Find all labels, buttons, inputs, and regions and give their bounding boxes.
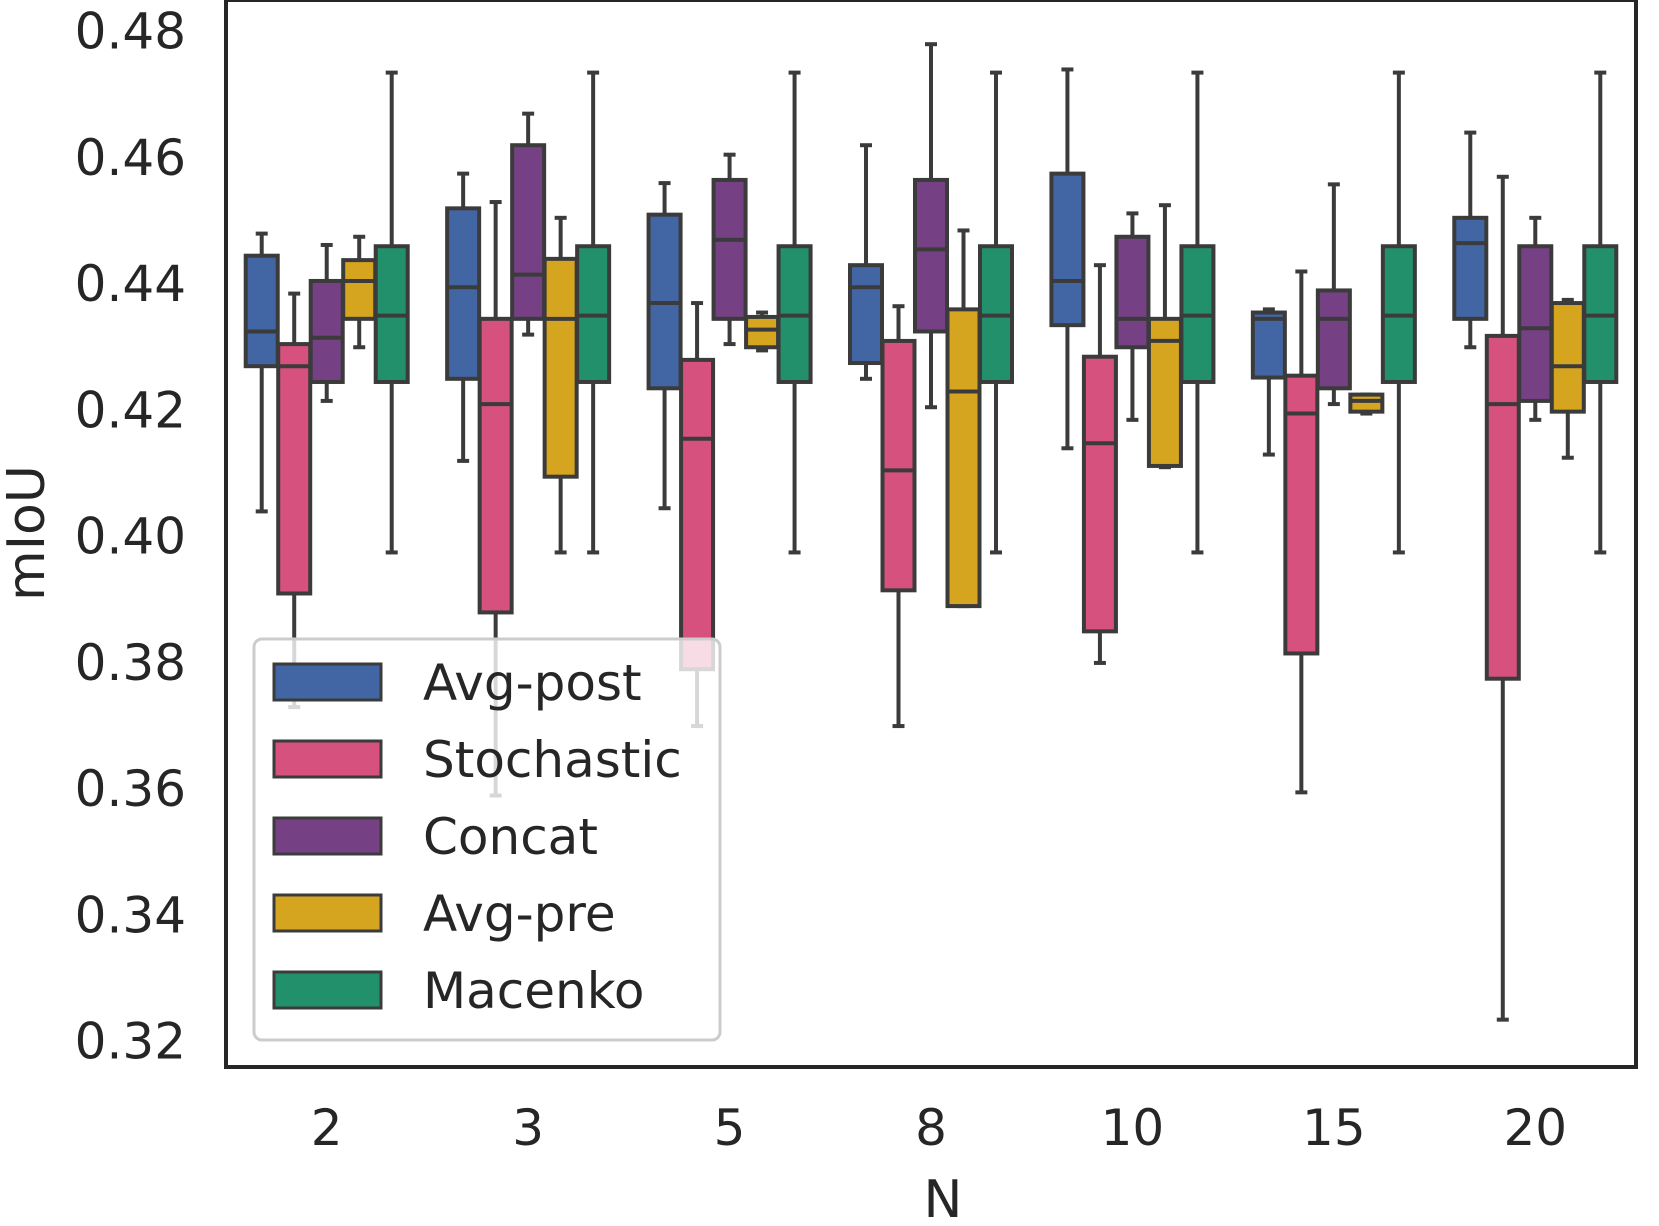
legend-label: Avg-pre (423, 885, 616, 943)
box-avg-post (1452, 215, 1489, 321)
box-group (1250, 70, 1417, 795)
box-group (1049, 67, 1216, 665)
legend-item[interactable]: Avg-pre (272, 885, 616, 943)
x-tick-label: 10 (1101, 1099, 1165, 1157)
legend-label: Avg-post (423, 654, 642, 712)
box-avg-pre (1146, 316, 1183, 468)
y-axis-ticks: 0.32 0.34 0.36 0.38 0.40 0.42 0.44 0.46 0.48 (75, 3, 186, 1071)
box-concat (1315, 288, 1352, 391)
box-group (445, 70, 612, 798)
legend-item[interactable]: Concat (272, 808, 598, 866)
y-axis-label: mIoU (0, 465, 57, 601)
box-avg-post (445, 206, 482, 381)
x-tick-label: 8 (915, 1099, 947, 1157)
box-group (646, 70, 813, 729)
legend-label: Macenko (423, 962, 644, 1020)
x-tick-label: 20 (1503, 1099, 1567, 1157)
y-tick-label: 0.40 (75, 508, 186, 566)
legend-item[interactable]: Stochastic (272, 731, 682, 789)
x-tick-label: 5 (714, 1099, 746, 1157)
box-concat (711, 177, 748, 321)
legend-swatch (272, 739, 383, 779)
legend[interactable]: Avg-post Stochastic Concat Avg-pre Macenko (252, 637, 722, 1042)
y-tick-label: 0.34 (75, 886, 186, 944)
x-axis-ticks: 2 3 5 8 10 15 20 (311, 1099, 1567, 1157)
y-tick-label: 0.42 (75, 381, 186, 439)
legend-item[interactable]: Macenko (272, 962, 644, 1020)
box-stochastic (880, 338, 917, 593)
legend-swatch (272, 893, 383, 933)
box-avg-post (1250, 310, 1287, 380)
box-stochastic (477, 316, 514, 615)
box-groups (243, 42, 1619, 1022)
box-stochastic (679, 357, 716, 672)
y-tick-label: 0.32 (75, 1013, 186, 1071)
box-concat (1114, 234, 1151, 350)
box-stochastic (1283, 373, 1320, 656)
box-avg-pre (1348, 392, 1385, 414)
box-stochastic (276, 342, 313, 596)
box-concat (308, 278, 345, 384)
legend-label: Stochastic (423, 731, 682, 789)
legend-item[interactable]: Avg-post (272, 654, 642, 712)
box-group (848, 42, 1014, 729)
y-tick-label: 0.38 (75, 634, 186, 692)
box-avg-pre (945, 307, 982, 609)
x-tick-label: 2 (311, 1099, 343, 1157)
y-tick-label: 0.36 (75, 760, 186, 818)
box-avg-post (243, 253, 280, 369)
y-tick-label: 0.44 (75, 255, 186, 313)
box-avg-post (1049, 171, 1086, 328)
box-avg-pre (1549, 301, 1586, 414)
plot-frame (224, 0, 1638, 1069)
box-avg-pre (341, 258, 378, 321)
box-stochastic (1081, 354, 1118, 634)
box-avg-pre (744, 314, 781, 350)
legend-swatch (272, 816, 383, 856)
box-group (243, 70, 410, 710)
x-tick-label: 3 (512, 1099, 544, 1157)
legend-label: Concat (423, 808, 598, 866)
x-axis-label: N (924, 1170, 963, 1226)
legend-swatch (272, 662, 383, 702)
box-concat (1517, 244, 1554, 403)
box-stochastic (1484, 333, 1521, 681)
box-concat (510, 143, 547, 321)
x-tick-label: 15 (1302, 1099, 1366, 1157)
box-group (1452, 70, 1619, 1022)
y-tick-label: 0.48 (75, 3, 186, 61)
box-avg-post (848, 263, 884, 366)
box-concat (913, 177, 949, 334)
legend-swatch (272, 970, 383, 1010)
y-tick-label: 0.46 (75, 129, 186, 187)
legend-frame (252, 637, 722, 1042)
box-avg-pre (542, 256, 579, 479)
